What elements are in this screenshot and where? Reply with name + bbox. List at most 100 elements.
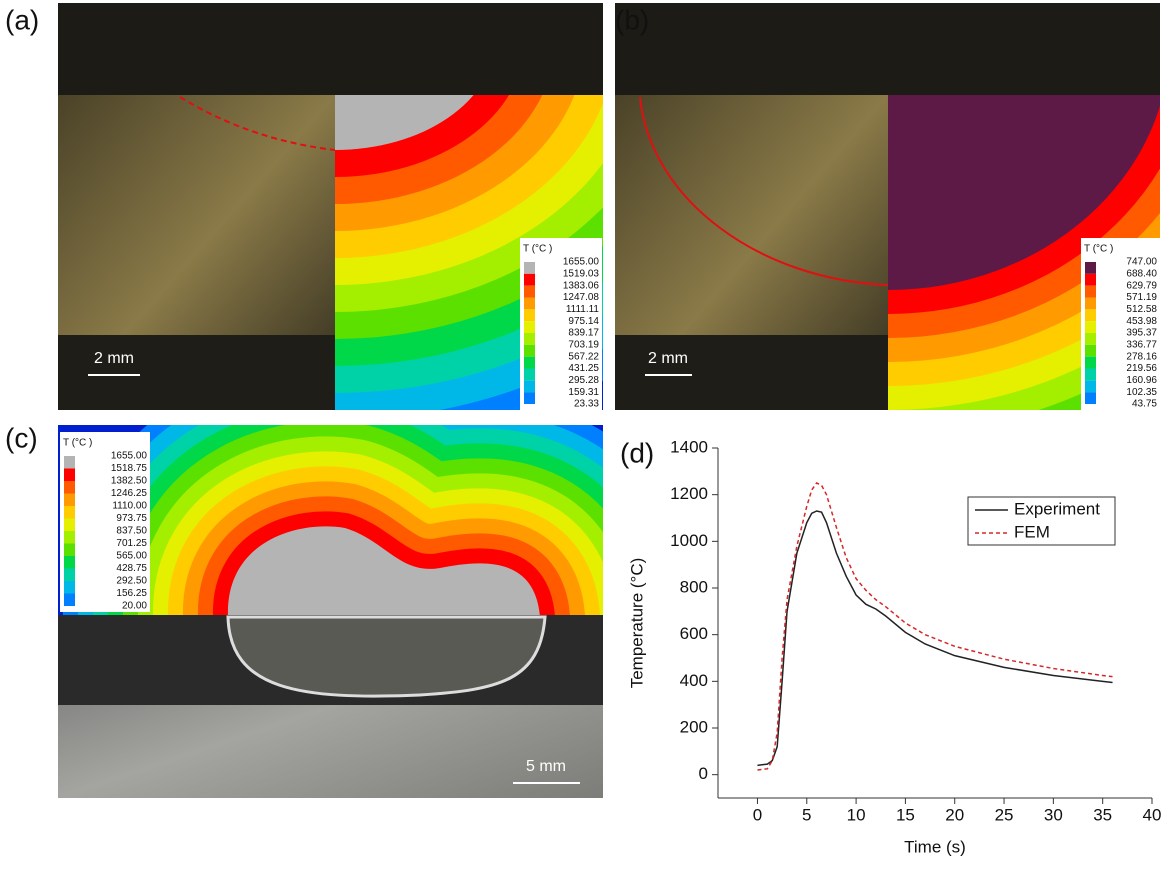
- legend-value: 102.35: [1126, 387, 1157, 398]
- legend-title: T (°C ): [63, 438, 92, 449]
- legend-value: 1655.00: [111, 451, 148, 462]
- legend-value: 688.40: [1126, 268, 1157, 279]
- y-tick-label: 400: [680, 671, 708, 690]
- weld-bead: [226, 615, 547, 698]
- legend-swatch: [1085, 297, 1096, 310]
- panel-label: (b): [615, 4, 649, 35]
- x-tick-label: 40: [1143, 805, 1162, 824]
- legend-value: 512.58: [1126, 304, 1157, 315]
- legend-value: 156.25: [116, 588, 147, 599]
- scale-bar-label: 2 mm: [94, 350, 134, 367]
- scale-bar-label: 2 mm: [648, 350, 688, 367]
- x-tick-label: 35: [1093, 805, 1112, 824]
- legend-swatch: [64, 456, 75, 469]
- legend-swatch: [64, 468, 75, 481]
- legend-value: 453.98: [1126, 316, 1157, 327]
- legend-swatch: [64, 531, 75, 544]
- legend-value: 20.00: [122, 601, 147, 612]
- fusion-line: [639, 96, 889, 286]
- x-tick-label: 10: [847, 805, 866, 824]
- legend-swatch: [524, 368, 535, 381]
- x-tick-label: 20: [945, 805, 964, 824]
- y-tick-label: 0: [699, 764, 708, 783]
- legend-swatch: [524, 273, 535, 286]
- legend-value: 629.79: [1126, 280, 1157, 291]
- legend-value: 703.19: [568, 339, 599, 350]
- legend-value: 973.75: [116, 513, 147, 524]
- legend-swatch: [64, 481, 75, 494]
- legend-swatch: [1085, 344, 1096, 357]
- legend-swatch: [1085, 321, 1096, 333]
- x-axis-label: Time (s): [904, 837, 966, 856]
- legend-value: 431.25: [568, 363, 599, 374]
- x-tick-label: 30: [1044, 805, 1063, 824]
- scale-bar-label: 5 mm: [526, 758, 566, 775]
- legend-swatch: [64, 506, 75, 519]
- legend-swatch: [1085, 333, 1096, 345]
- legend-value: 1247.08: [563, 292, 600, 303]
- photo-dark: [58, 3, 603, 95]
- legend-swatch: [64, 493, 75, 506]
- fusion-line: [179, 96, 336, 151]
- legend-swatch: [1085, 262, 1096, 274]
- legend-swatch: [524, 392, 535, 404]
- legend-swatch: [1085, 273, 1096, 286]
- legend-swatch: [64, 543, 75, 556]
- legend-swatch: [64, 581, 75, 594]
- legend-value: 565.00: [116, 551, 147, 562]
- y-tick-label: 1400: [670, 437, 708, 456]
- legend-swatch: [64, 593, 75, 606]
- legend-value: 747.00: [1126, 257, 1157, 268]
- legend-value: 1655.00: [563, 257, 600, 268]
- contour: [58, 425, 603, 615]
- legend-value: 975.14: [568, 316, 599, 327]
- legend-swatch: [524, 285, 535, 298]
- y-tick-label: 1000: [670, 531, 708, 550]
- legend-value: 1383.06: [563, 280, 600, 291]
- legend-swatch: [524, 262, 535, 274]
- legend-value: 160.96: [1126, 375, 1157, 386]
- legend-swatch: [1085, 392, 1096, 404]
- legend-value: 1382.50: [111, 476, 148, 487]
- y-tick-label: 1200: [670, 484, 708, 503]
- legend-value: 219.56: [1126, 363, 1157, 374]
- legend-value: 43.75: [1132, 399, 1157, 410]
- legend-swatch: [1085, 356, 1096, 369]
- legend-swatch: [64, 518, 75, 531]
- legend-value: 159.31: [568, 387, 599, 398]
- legend-value: 571.19: [1126, 292, 1157, 303]
- legend-value: 23.33: [574, 399, 599, 410]
- y-tick-label: 800: [680, 577, 708, 596]
- legend-title: T (°C ): [1084, 244, 1113, 255]
- panel-label: (d): [620, 437, 654, 468]
- legend-swatch: [1085, 285, 1096, 298]
- x-tick-label: 25: [995, 805, 1014, 824]
- legend-swatch: [524, 333, 535, 345]
- legend-value: 837.50: [116, 526, 147, 537]
- legend-swatch: [524, 309, 535, 322]
- legend-value: 1110.00: [112, 501, 147, 512]
- legend-value: 701.25: [116, 538, 147, 549]
- legend-value: 278.16: [1126, 351, 1157, 362]
- panel-label: (c): [5, 422, 38, 453]
- legend-value: 336.77: [1126, 339, 1157, 350]
- legend-value: 567.22: [568, 351, 599, 362]
- legend-swatch: [1085, 380, 1096, 393]
- legend-swatch: [524, 380, 535, 393]
- x-tick-label: 15: [896, 805, 915, 824]
- series-line: [757, 482, 1113, 771]
- legend-value: 1519.03: [563, 268, 600, 279]
- legend-value: 292.50: [116, 576, 147, 587]
- x-tick-label: 5: [802, 805, 811, 824]
- series-line: [757, 510, 1113, 767]
- legend-swatch: [524, 356, 535, 369]
- photo-ruler: [615, 335, 888, 410]
- y-axis-label: Temperature (°C): [627, 558, 646, 689]
- contour-band: [888, 95, 1160, 290]
- legend-value: 1111.11: [566, 304, 600, 315]
- legend-swatch: [64, 556, 75, 569]
- x-tick-label: 0: [753, 805, 762, 824]
- contour-band: [228, 526, 540, 615]
- panel-label: (a): [5, 4, 39, 35]
